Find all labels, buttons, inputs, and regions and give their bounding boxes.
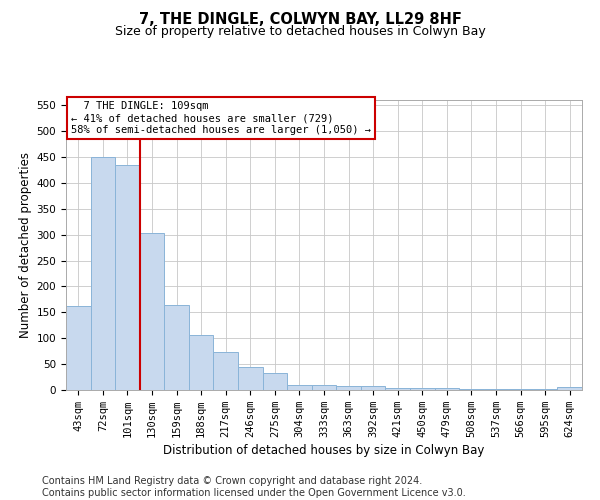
Bar	[91, 157, 115, 390]
Bar	[385, 388, 410, 390]
Bar	[557, 388, 582, 390]
Bar	[484, 389, 508, 390]
Bar	[214, 352, 238, 390]
Bar	[312, 385, 336, 390]
Y-axis label: Number of detached properties: Number of detached properties	[19, 152, 32, 338]
Text: Contains HM Land Registry data © Crown copyright and database right 2024.
Contai: Contains HM Land Registry data © Crown c…	[42, 476, 466, 498]
Text: 7, THE DINGLE, COLWYN BAY, LL29 8HF: 7, THE DINGLE, COLWYN BAY, LL29 8HF	[139, 12, 461, 28]
Bar	[361, 386, 385, 390]
Text: 7 THE DINGLE: 109sqm  
← 41% of detached houses are smaller (729)
58% of semi-de: 7 THE DINGLE: 109sqm ← 41% of detached h…	[71, 102, 371, 134]
Bar	[508, 389, 533, 390]
Bar	[263, 373, 287, 390]
Bar	[164, 304, 189, 390]
Bar	[238, 367, 263, 390]
Bar	[410, 388, 434, 390]
Text: Size of property relative to detached houses in Colwyn Bay: Size of property relative to detached ho…	[115, 25, 485, 38]
Bar	[189, 335, 214, 390]
X-axis label: Distribution of detached houses by size in Colwyn Bay: Distribution of detached houses by size …	[163, 444, 485, 457]
Bar	[434, 388, 459, 390]
Bar	[140, 233, 164, 390]
Bar	[115, 164, 140, 390]
Bar	[287, 385, 312, 390]
Bar	[336, 386, 361, 390]
Bar	[66, 306, 91, 390]
Bar	[459, 389, 484, 390]
